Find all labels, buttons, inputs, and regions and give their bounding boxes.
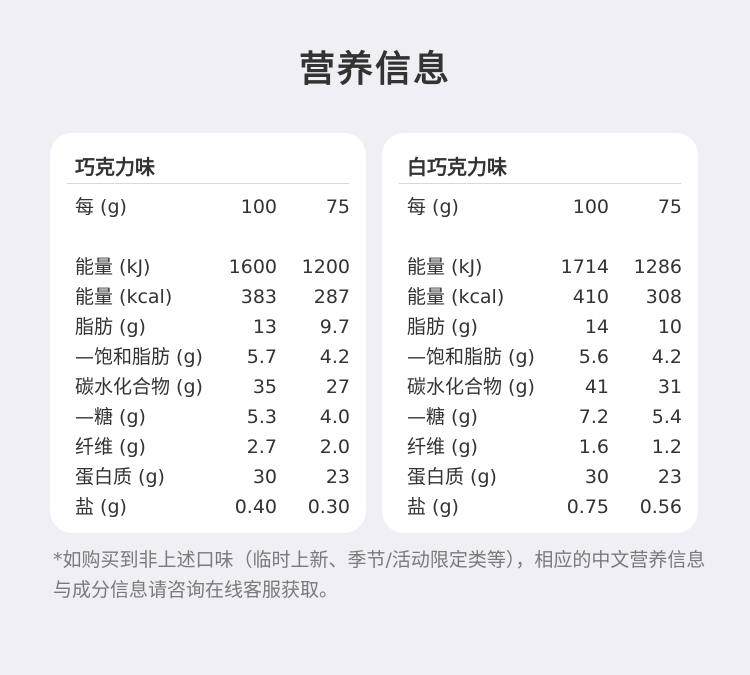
row-label: 能量 (kJ) xyxy=(407,256,483,278)
row-label: 能量 (kcal) xyxy=(75,286,173,308)
value-per-75: 23 xyxy=(657,466,682,488)
row-label: 蛋白质 (g) xyxy=(75,466,165,488)
nutrient-row: —糖 (g) 7.2 5.4 xyxy=(407,402,682,432)
value-per-100: 100 xyxy=(572,196,609,218)
nutrient-row: 蛋白质 (g) 30 23 xyxy=(407,462,682,492)
value-per-100: 5.7 xyxy=(246,346,277,368)
nutrition-card-chocolate: 巧克力味 每 (g) 100 75 能量 (kJ) 1600 1200 能量 (… xyxy=(50,133,366,533)
nutrient-row: 蛋白质 (g) 30 23 xyxy=(75,462,350,492)
row-label: 每 (g) xyxy=(407,196,459,218)
row-label: —饱和脂肪 (g) xyxy=(407,346,535,368)
value-per-75: 75 xyxy=(657,196,682,218)
row-label: 脂肪 (g) xyxy=(407,316,478,338)
value-per-75: 31 xyxy=(657,376,682,398)
nutrient-row: 盐 (g) 0.40 0.30 xyxy=(75,492,350,522)
nutrient-row: 碳水化合物 (g) 41 31 xyxy=(407,372,682,402)
value-per-100: 383 xyxy=(240,286,277,308)
value-per-100: 1.6 xyxy=(578,436,609,458)
row-label: 蛋白质 (g) xyxy=(407,466,497,488)
nutrient-row: 纤维 (g) 1.6 1.2 xyxy=(407,432,682,462)
row-label: 纤维 (g) xyxy=(407,436,478,458)
value-per-100: 14 xyxy=(584,316,609,338)
page-title: 营养信息 xyxy=(298,49,451,90)
value-per-75: 4.0 xyxy=(319,406,350,428)
nutrient-row: —饱和脂肪 (g) 5.6 4.2 xyxy=(407,342,682,372)
nutrient-row: 盐 (g) 0.75 0.56 xyxy=(407,492,682,522)
value-per-75: 10 xyxy=(657,316,682,338)
footnote: *如购买到非上述口味（临时上新、季节/活动限定类等），相应的中文营养信息与成分信… xyxy=(53,549,706,601)
nutrient-row: 纤维 (g) 2.7 2.0 xyxy=(75,432,350,462)
value-per-100: 2.7 xyxy=(246,436,277,458)
value-per-100: 1714 xyxy=(560,256,609,278)
serving-row: 每 (g) 100 75 xyxy=(75,192,350,222)
value-per-75: 0.30 xyxy=(307,496,350,518)
nutrient-row: —糖 (g) 5.3 4.0 xyxy=(75,402,350,432)
value-per-75: 23 xyxy=(325,466,350,488)
row-label: 盐 (g) xyxy=(75,496,127,518)
nutrient-row: —饱和脂肪 (g) 5.7 4.2 xyxy=(75,342,350,372)
row-label: 每 (g) xyxy=(75,196,127,218)
row-label: 碳水化合物 (g) xyxy=(407,376,535,398)
value-per-100: 13 xyxy=(252,316,277,338)
row-label: 脂肪 (g) xyxy=(75,316,146,338)
row-label: —糖 (g) xyxy=(407,406,478,428)
value-per-75: 2.0 xyxy=(319,436,350,458)
nutrient-row: 能量 (kcal) 383 287 xyxy=(75,282,350,312)
value-per-75: 287 xyxy=(313,286,350,308)
card-title: 巧克力味 xyxy=(75,155,155,179)
value-per-75: 27 xyxy=(325,376,350,398)
value-per-75: 1200 xyxy=(301,256,350,278)
card-title: 白巧克力味 xyxy=(407,155,507,179)
row-label: 能量 (kcal) xyxy=(407,286,505,308)
value-per-75: 4.2 xyxy=(651,346,682,368)
nutrition-card-white-chocolate: 白巧克力味 每 (g) 100 75 能量 (kJ) 1714 1286 能量 … xyxy=(382,133,698,533)
value-per-75: 75 xyxy=(325,196,350,218)
row-label: 纤维 (g) xyxy=(75,436,146,458)
value-per-100: 35 xyxy=(252,376,277,398)
row-label: 能量 (kJ) xyxy=(75,256,151,278)
row-label: —饱和脂肪 (g) xyxy=(75,346,203,368)
divider xyxy=(399,183,681,184)
nutrient-row: 脂肪 (g) 13 9.7 xyxy=(75,312,350,342)
value-per-75: 1286 xyxy=(633,256,682,278)
value-per-100: 5.6 xyxy=(578,346,609,368)
value-per-75: 9.7 xyxy=(319,316,350,338)
value-per-100: 100 xyxy=(240,196,277,218)
value-per-100: 0.40 xyxy=(234,496,277,518)
row-label: 盐 (g) xyxy=(407,496,459,518)
value-per-100: 410 xyxy=(572,286,609,308)
nutrient-row: 脂肪 (g) 14 10 xyxy=(407,312,682,342)
value-per-75: 1.2 xyxy=(651,436,682,458)
nutrient-row: 碳水化合物 (g) 35 27 xyxy=(75,372,350,402)
value-per-100: 41 xyxy=(584,376,609,398)
serving-row: 每 (g) 100 75 xyxy=(407,192,682,222)
value-per-100: 30 xyxy=(252,466,277,488)
value-per-75: 308 xyxy=(645,286,682,308)
value-per-75: 0.56 xyxy=(639,496,682,518)
value-per-100: 5.3 xyxy=(246,406,277,428)
nutrient-row: 能量 (kcal) 410 308 xyxy=(407,282,682,312)
nutrient-row: 能量 (kJ) 1714 1286 xyxy=(407,252,682,282)
nutrient-row: 能量 (kJ) 1600 1200 xyxy=(75,252,350,282)
value-per-100: 7.2 xyxy=(578,406,609,428)
row-label: 碳水化合物 (g) xyxy=(75,376,203,398)
value-per-75: 4.2 xyxy=(319,346,350,368)
value-per-100: 0.75 xyxy=(566,496,609,518)
value-per-100: 30 xyxy=(584,466,609,488)
divider xyxy=(67,183,349,184)
row-label: —糖 (g) xyxy=(75,406,146,428)
value-per-100: 1600 xyxy=(228,256,277,278)
value-per-75: 5.4 xyxy=(651,406,682,428)
